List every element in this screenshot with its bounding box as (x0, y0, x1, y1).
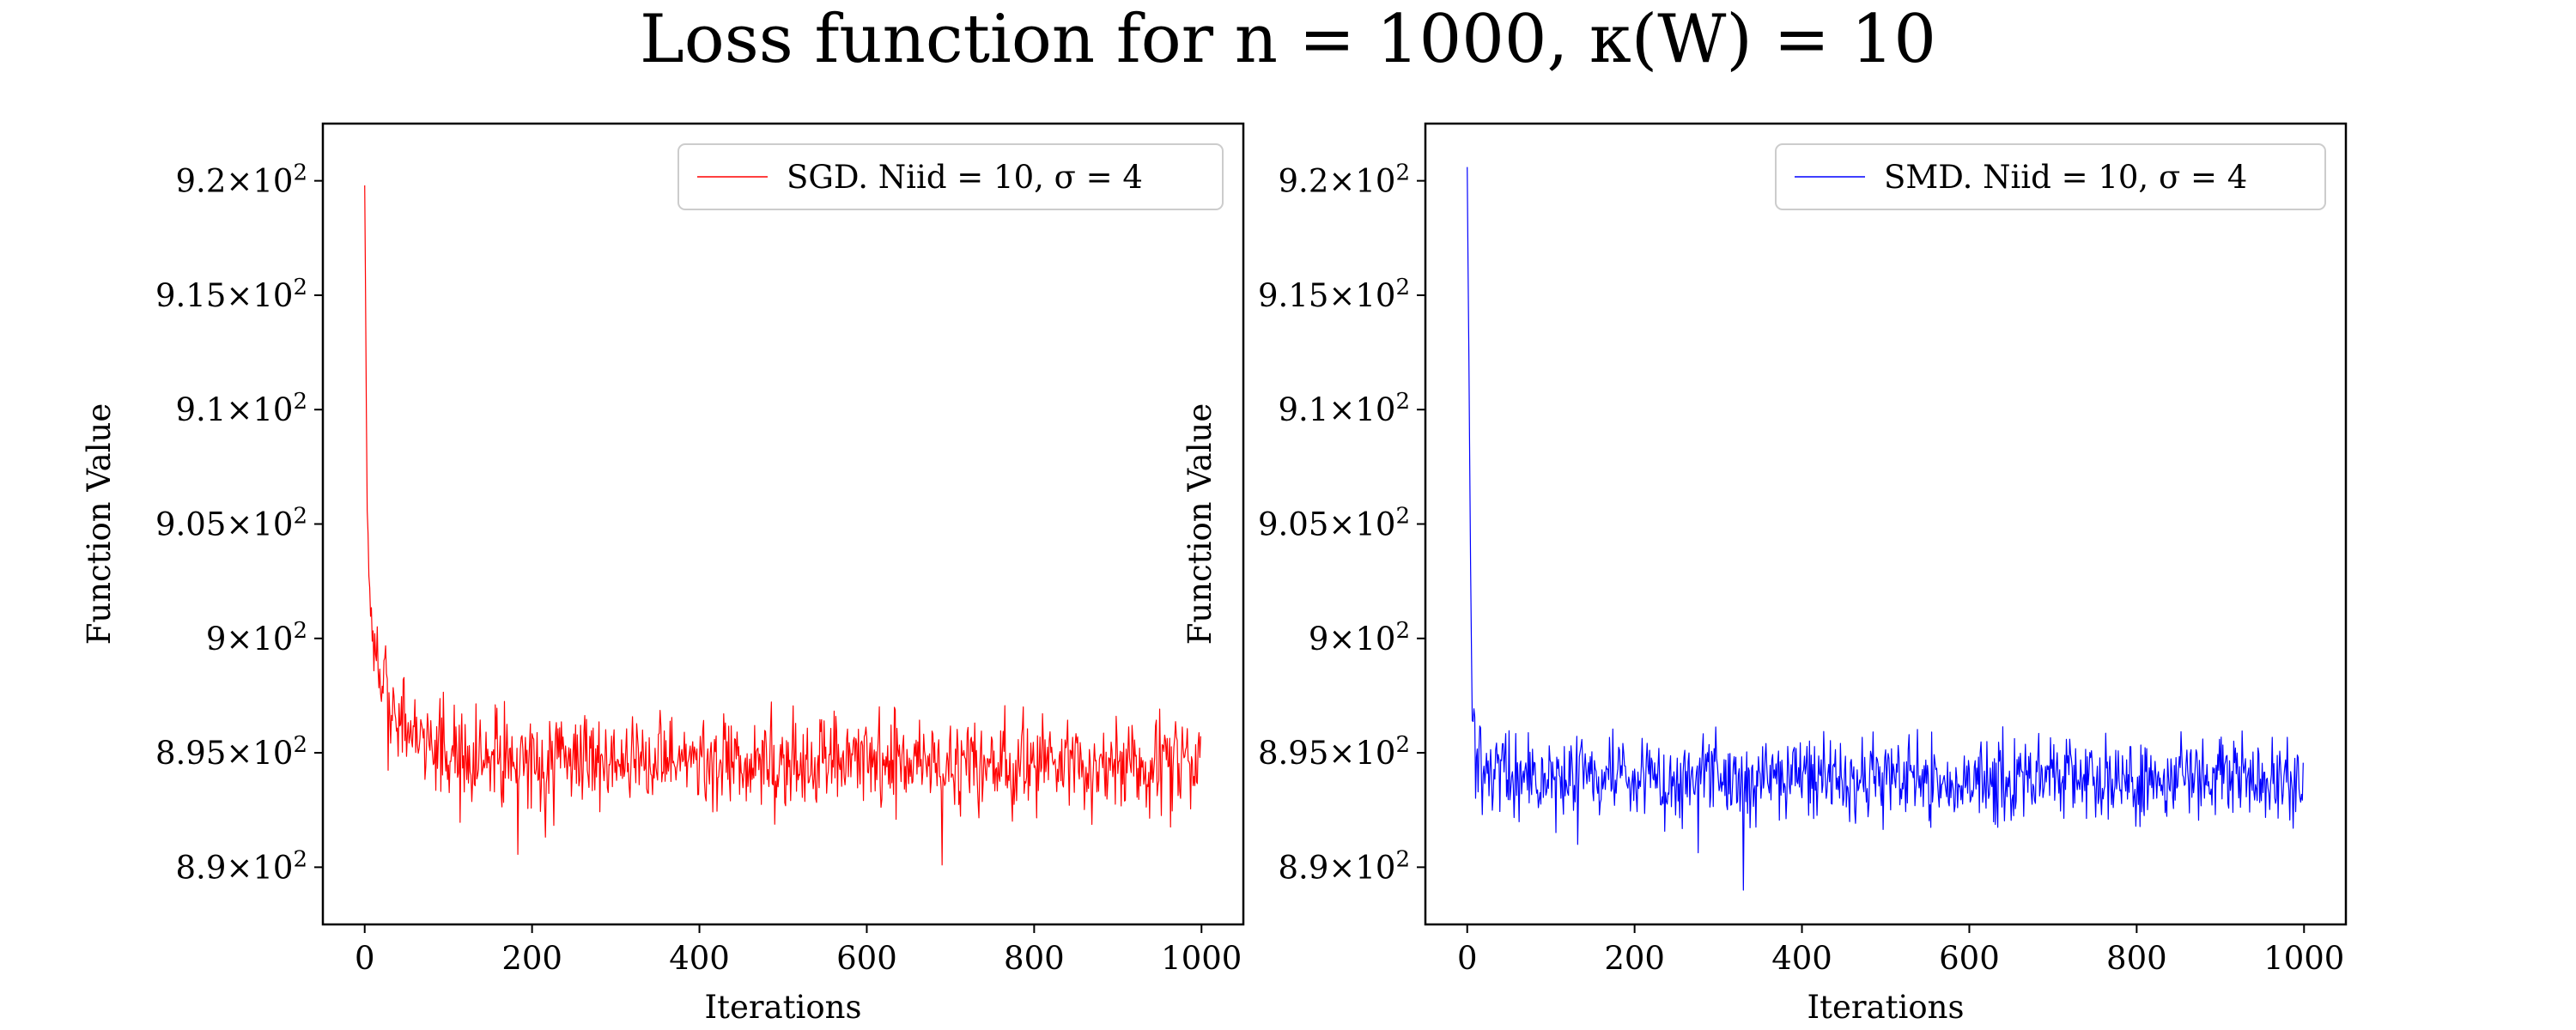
y-axis-label: Function Value (81, 403, 118, 645)
figure-title: Loss function for n = 1000, κ(W) = 10 (640, 1, 1936, 78)
x-tick-label: 400 (669, 940, 730, 977)
y-tick-label: 9.05×102 (1258, 504, 1410, 543)
x-tick-label: 1000 (2263, 940, 2344, 977)
x-tick-label: 200 (501, 940, 562, 977)
y-tick-label: 9.15×102 (1258, 275, 1410, 314)
y-tick-label: 9.2×102 (176, 161, 307, 200)
x-tick-label: 800 (1004, 940, 1065, 977)
y-tick-label: 9.1×102 (1279, 389, 1410, 428)
legend-label: SGD. Niid = 10, σ = 4 (787, 159, 1143, 196)
y-tick-label: 9×102 (1309, 618, 1410, 657)
y-tick-label: 8.95×102 (155, 732, 307, 772)
y-tick-label: 9.15×102 (155, 275, 307, 314)
y-tick-label: 9.1×102 (176, 389, 307, 428)
x-tick-label: 1000 (1161, 940, 1242, 977)
y-axis-label: Function Value (1182, 403, 1218, 645)
legend-box (677, 143, 1224, 210)
chart-panel-sgd: 0 200 400 600 800 1000 8.9×102 8.95×102 9×102 9.0… (81, 122, 1245, 1026)
y-tick-label: 9×102 (206, 618, 307, 657)
x-tick-label: 400 (1771, 940, 1832, 977)
x-tick-label: 600 (1939, 940, 2000, 977)
x-axis-label: Iterations (705, 989, 862, 1026)
legend-box (1775, 143, 2326, 210)
chart-panel-smd: 0 200 400 600 800 1000 8.9×102 8.95×102 9×102 9.0… (1182, 122, 2348, 1026)
y-tick-label: 9.2×102 (1279, 161, 1410, 200)
x-tick-label: 800 (2106, 940, 2167, 977)
legend-label: SMD. Niid = 10, σ = 4 (1884, 159, 2247, 196)
y-tick-label: 8.9×102 (176, 846, 307, 886)
x-tick-label: 600 (836, 940, 897, 977)
y-tick-label: 8.95×102 (1258, 732, 1410, 772)
x-axis-label: Iterations (1807, 989, 1965, 1026)
x-tick-label: 200 (1604, 940, 1665, 977)
y-tick-label: 8.9×102 (1279, 846, 1410, 886)
series-line-sgd (364, 185, 1201, 866)
y-tick-label: 9.05×102 (155, 504, 307, 543)
series-line-smd (1467, 167, 2304, 891)
x-tick-label: 0 (355, 940, 375, 977)
x-tick-label: 0 (1457, 940, 1478, 977)
